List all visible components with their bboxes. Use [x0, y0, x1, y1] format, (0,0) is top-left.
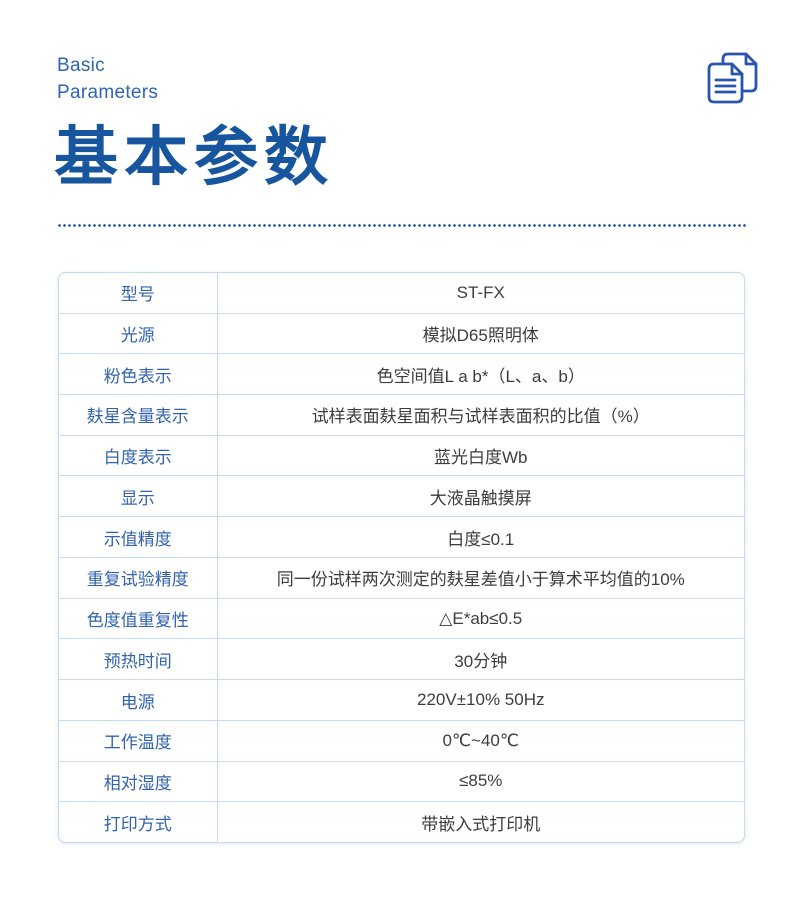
param-label: 型号 — [59, 273, 218, 314]
spec-table: 型号 ST-FX 光源 模拟D65照明体 粉色表示 色空间值L a b*（L、a、b） 麸星… — [58, 272, 745, 843]
param-label: 预热时间 — [59, 638, 218, 681]
param-label: 麸星含量表示 — [59, 394, 218, 436]
param-value: 220V±10% 50Hz — [217, 679, 744, 721]
param-label: 重复试验精度 — [59, 557, 218, 599]
param-label: 示值精度 — [59, 516, 218, 558]
page-title: 基本参数 — [54, 120, 334, 195]
param-value: 试样表面麸星面积与试样表面积的比值（%） — [217, 394, 744, 436]
param-value: 色空间值L a b*（L、a、b） — [217, 353, 744, 396]
table-row: 重复试验精度 同一份试样两次测定的麸星差值小于算术平均值的10% — [59, 557, 744, 599]
param-value: 大液晶触摸屏 — [217, 475, 744, 518]
param-label: 相对湿度 — [59, 761, 218, 803]
section-eyebrow: Basic Parameters — [57, 52, 158, 106]
param-value: ST-FX — [217, 273, 744, 314]
param-label: 显示 — [59, 475, 218, 518]
table-row: 工作温度 0℃~40℃ — [59, 720, 744, 762]
table-row: 麸星含量表示 试样表面麸星面积与试样表面积的比值（%） — [59, 394, 744, 436]
param-value: △E*ab≤0.5 — [217, 598, 744, 640]
table-row: 打印方式 带嵌入式打印机 — [59, 801, 744, 842]
param-value: 白度≤0.1 — [217, 516, 744, 558]
table-row: 白度表示 蓝光白度Wb — [59, 435, 744, 477]
table-row: 光源 模拟D65照明体 — [59, 313, 744, 355]
table-row: 电源 220V±10% 50Hz — [59, 679, 744, 721]
param-label: 粉色表示 — [59, 353, 218, 396]
table-row: 色度值重复性 △E*ab≤0.5 — [59, 598, 744, 640]
param-label: 打印方式 — [59, 801, 218, 842]
param-label: 色度值重复性 — [59, 598, 218, 640]
table-row: 粉色表示 色空间值L a b*（L、a、b） — [59, 353, 744, 396]
param-value: 0℃~40℃ — [217, 720, 744, 762]
param-value: 模拟D65照明体 — [217, 313, 744, 355]
param-value: 带嵌入式打印机 — [421, 814, 541, 834]
spec-table-body: 型号 ST-FX 光源 模拟D65照明体 粉色表示 色空间值L a b*（L、a、b） 麸星… — [59, 273, 744, 842]
param-label: 工作温度 — [59, 720, 218, 762]
param-value: ≤85% — [217, 761, 744, 803]
front-document — [707, 62, 744, 104]
dotted-divider — [57, 224, 746, 227]
table-row: 相对湿度 ≤85% — [59, 761, 744, 803]
param-value: 同一份试样两次测定的麸星差值小于算术平均值的10% — [217, 557, 744, 599]
eyebrow-line-1: Basic — [57, 55, 105, 76]
param-label: 光源 — [59, 313, 218, 355]
param-value: 30分钟 — [217, 638, 744, 681]
table-row: 示值精度 白度≤0.1 — [59, 516, 744, 558]
param-label: 白度表示 — [59, 435, 218, 477]
table-row: 预热时间 30分钟 — [59, 638, 744, 681]
table-row: 显示 大液晶触摸屏 — [59, 475, 744, 518]
copy-documents-icon — [706, 52, 762, 106]
eyebrow-line-2: Parameters — [57, 82, 159, 103]
param-value: 蓝光白度Wb — [217, 435, 744, 477]
param-label: 电源 — [59, 679, 218, 721]
table-row: 型号 ST-FX — [59, 273, 744, 314]
